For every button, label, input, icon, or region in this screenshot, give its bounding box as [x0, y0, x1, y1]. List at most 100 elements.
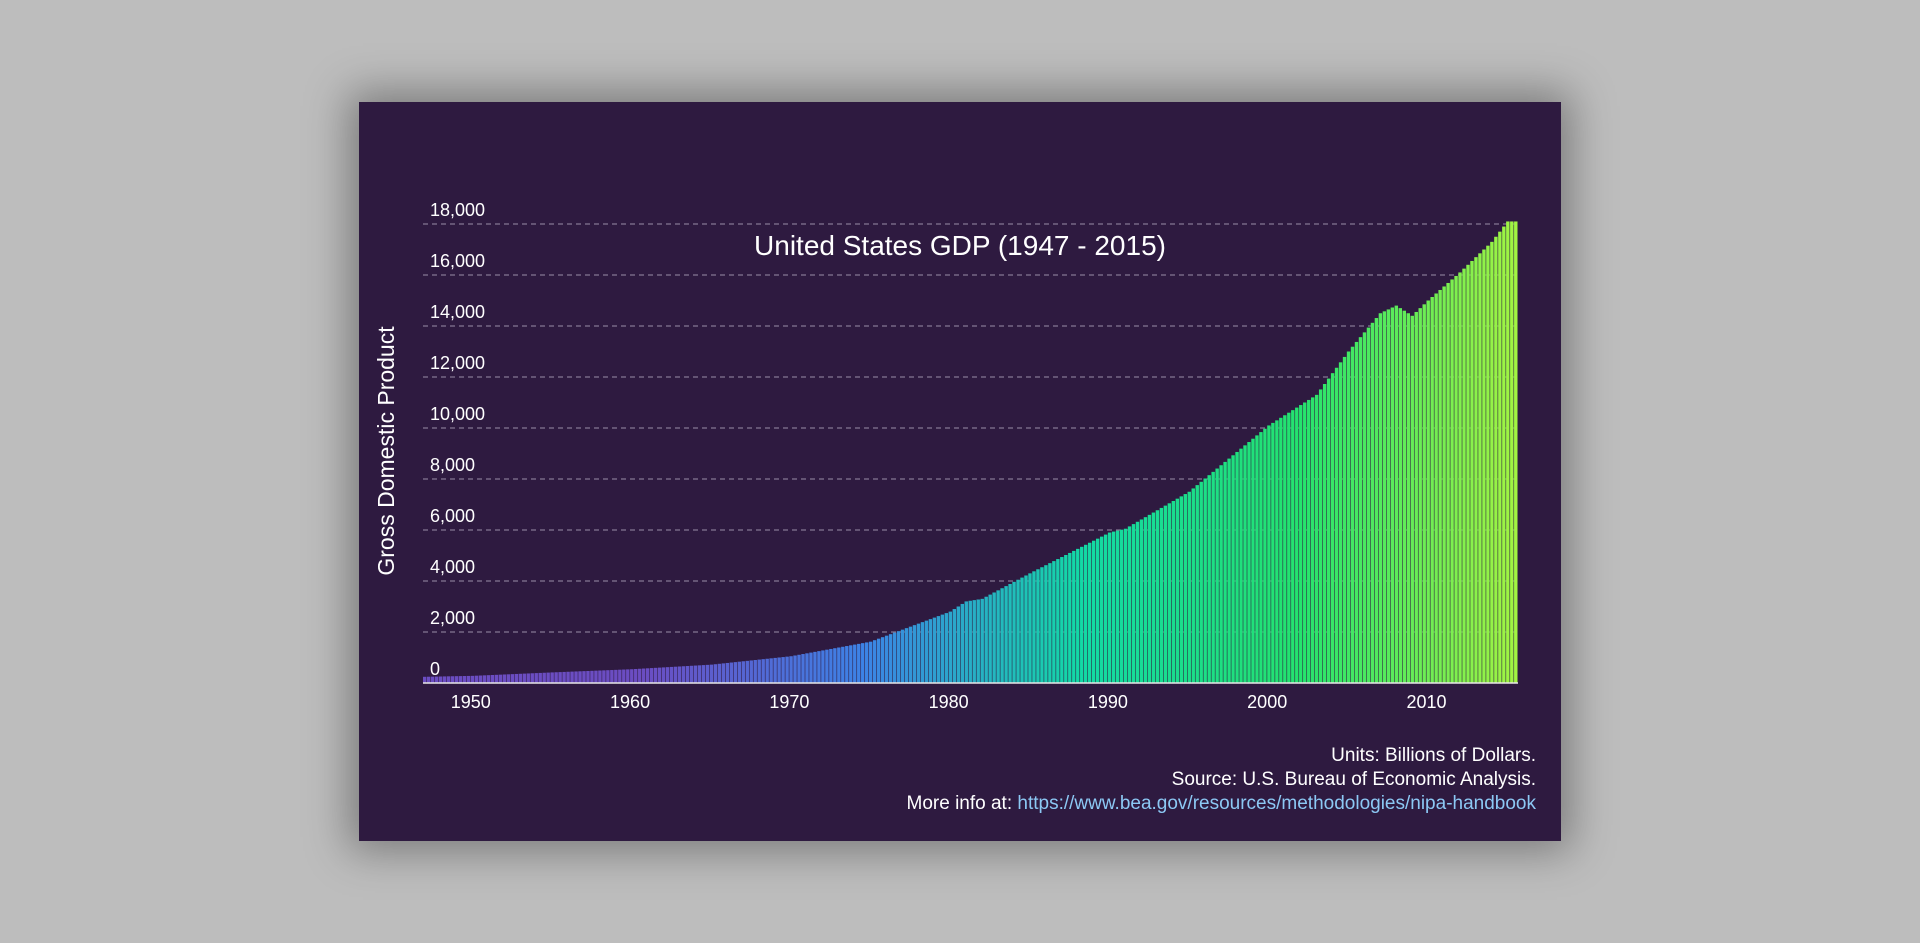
gdp-bar: [1446, 282, 1450, 683]
gdp-bar: [558, 672, 562, 683]
gdp-bar: [602, 670, 606, 683]
gdp-bar: [1287, 412, 1291, 683]
chart-card: United States GDP (1947 - 2015) 0 2,000 4,…: [359, 102, 1561, 841]
gdp-bar: [530, 673, 534, 683]
gdp-bar: [638, 668, 642, 683]
gdp-bar: [968, 600, 972, 683]
nipa-handbook-link[interactable]: https://www.bea.gov/resources/methodolog…: [1017, 793, 1536, 814]
gdp-bar: [498, 674, 503, 683]
gdp-bar: [1255, 435, 1259, 683]
gdp-bar: [590, 670, 594, 683]
gdp-bar: [1024, 575, 1028, 683]
gdp-bar: [1207, 475, 1211, 683]
gdp-bar: [570, 671, 574, 683]
gdp-bar: [1163, 505, 1168, 683]
gdp-bar: [837, 647, 841, 683]
gdp-bar: [1326, 378, 1331, 683]
gdp-bar: [729, 662, 734, 683]
more-info-prefix: More info at:: [906, 793, 1013, 814]
gdp-bar: [876, 638, 881, 683]
gdp-bar: [1486, 245, 1490, 683]
gdp-bar: [924, 620, 929, 683]
gdp-bar: [1462, 268, 1466, 684]
gdp-bar: [1346, 351, 1351, 683]
gdp-bar: [1143, 517, 1148, 683]
x-tick-label: 2000: [1247, 692, 1287, 712]
gdp-bar: [908, 626, 913, 683]
gdp-bar: [809, 652, 813, 683]
gdp-bar: [526, 673, 530, 683]
gdp-bar: [538, 672, 542, 683]
gdp-bar: [1454, 275, 1458, 683]
gdp-bar: [912, 625, 917, 683]
gdp-bar: [1080, 546, 1084, 683]
gdp-bar: [956, 606, 961, 683]
gdp-bar: [450, 676, 455, 683]
gdp-bar: [510, 674, 515, 683]
gdp-bar: [928, 619, 933, 683]
gdp-bar: [1235, 451, 1239, 683]
gdp-bar: [1171, 500, 1176, 683]
gdp-bar: [936, 616, 941, 683]
gdp-bar: [542, 672, 546, 683]
gdp-bar: [1199, 481, 1203, 683]
gdp-bar: [1223, 461, 1227, 683]
gdp-bar: [1390, 307, 1395, 683]
gdp-bar: [518, 673, 522, 683]
gdp-bar: [884, 635, 889, 683]
gdp-bar: [1386, 309, 1391, 683]
gdp-bar: [896, 631, 901, 683]
gdp-bar: [1394, 305, 1399, 683]
gdp-bar: [693, 665, 698, 683]
gdp-bar: [1247, 442, 1251, 683]
gdp-bar: [470, 675, 475, 683]
gdp-bar: [610, 670, 614, 683]
gdp-bar: [1203, 478, 1207, 683]
gdp-bar: [1179, 496, 1184, 683]
gdp-bar: [1036, 569, 1040, 683]
gdp-bar: [793, 655, 797, 683]
gdp-bar: [1259, 432, 1263, 683]
gdp-bar: [717, 663, 722, 683]
y-axis-label: Gross Domestic Product: [373, 326, 399, 576]
y-axis-ticks: 0 2,000 4,000 6,000 8,000 10,000 12,000 14,000 1…: [430, 200, 485, 679]
y-tick-label: 4,000: [430, 557, 475, 577]
gdp-bar: [777, 657, 781, 683]
gdp-bar: [665, 667, 670, 683]
gdp-bar: [514, 673, 519, 683]
gdp-bars: [423, 221, 1518, 684]
gdp-bar: [1008, 583, 1012, 683]
gdp-bar: [1434, 293, 1438, 683]
gdp-bar: [801, 654, 805, 683]
gdp-bar: [681, 666, 686, 683]
gdp-bar: [586, 670, 590, 683]
gdp-bar: [1139, 519, 1144, 683]
gdp-bar: [1088, 542, 1092, 683]
gdp-bar: [1330, 373, 1335, 683]
gdp-bar: [657, 667, 662, 683]
gdp-bar: [1474, 257, 1478, 683]
gdp-bar: [996, 590, 1000, 683]
gdp-bar: [1123, 528, 1128, 683]
gdp-bar: [594, 670, 598, 683]
y-tick-label: 0: [430, 659, 440, 679]
y-tick-label: 16,000: [430, 251, 485, 271]
more-info-note: More info at: https://www.bea.gov/resour…: [907, 792, 1537, 816]
gdp-bar: [1450, 279, 1454, 683]
gdp-bar: [574, 671, 578, 683]
gdp-bar: [757, 659, 761, 683]
gdp-bar: [948, 611, 953, 683]
gdp-bar: [1354, 341, 1359, 683]
gdp-bar: [1119, 529, 1124, 683]
gdp-bar: [1398, 308, 1403, 683]
gdp-bar: [626, 669, 630, 683]
gdp-bar: [1418, 308, 1422, 683]
gdp-bar: [1382, 311, 1387, 683]
gdp-bar: [825, 649, 829, 683]
gdp-bar: [554, 672, 558, 683]
gdp-bar: [1299, 405, 1303, 683]
gdp-bar: [853, 644, 857, 683]
gdp-bar: [550, 672, 554, 683]
gdp-bar: [1159, 507, 1164, 683]
gdp-bar: [733, 662, 738, 683]
